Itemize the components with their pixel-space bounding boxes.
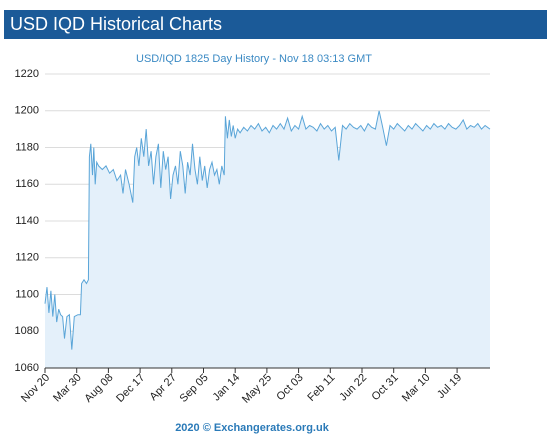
area-fill (45, 110, 490, 369)
y-tick-label: 1120 (15, 252, 39, 264)
x-tick-label: Aug 08 (82, 372, 115, 405)
page-title: USD IQD Historical Charts (10, 14, 222, 34)
y-tick-label: 1200 (15, 105, 39, 117)
x-tick-label: Jul 19 (435, 372, 464, 401)
x-tick-label: Oct 31 (369, 372, 400, 403)
y-tick-label: 1100 (15, 288, 39, 300)
x-tick-label: May 25 (240, 372, 274, 406)
x-tick-label: Feb 11 (305, 372, 337, 404)
y-tick-label: 1160 (15, 178, 39, 190)
x-tick-label: Dec 17 (114, 372, 147, 405)
x-tick-label: Apr 27 (148, 372, 179, 403)
line (44, 110, 491, 350)
chart-subtitle: USD/IQD 1825 Day History - Nov 18 03:13 … (136, 53, 372, 65)
y-tick-label: 1140 (15, 215, 39, 227)
x-tick-label: Sep 05 (178, 372, 211, 405)
header-bar (4, 10, 547, 39)
x-tick-label: Oct 03 (274, 372, 305, 403)
y-tick-label: 1060 (15, 362, 39, 374)
x-tick-label: Jan 14 (211, 372, 243, 404)
y-tick-label: 1220 (15, 68, 39, 80)
x-tick-label: Mar 10 (400, 372, 433, 405)
x-tick-label: Mar 30 (51, 372, 84, 405)
y-tick-label: 1080 (15, 325, 39, 337)
y-tick-label: 1180 (15, 141, 39, 153)
footer: 2020 © Exchangerates.org.uk (175, 422, 330, 434)
x-tick-label: Nov 20 (19, 372, 52, 405)
x-tick-label: Jun 22 (337, 372, 369, 404)
